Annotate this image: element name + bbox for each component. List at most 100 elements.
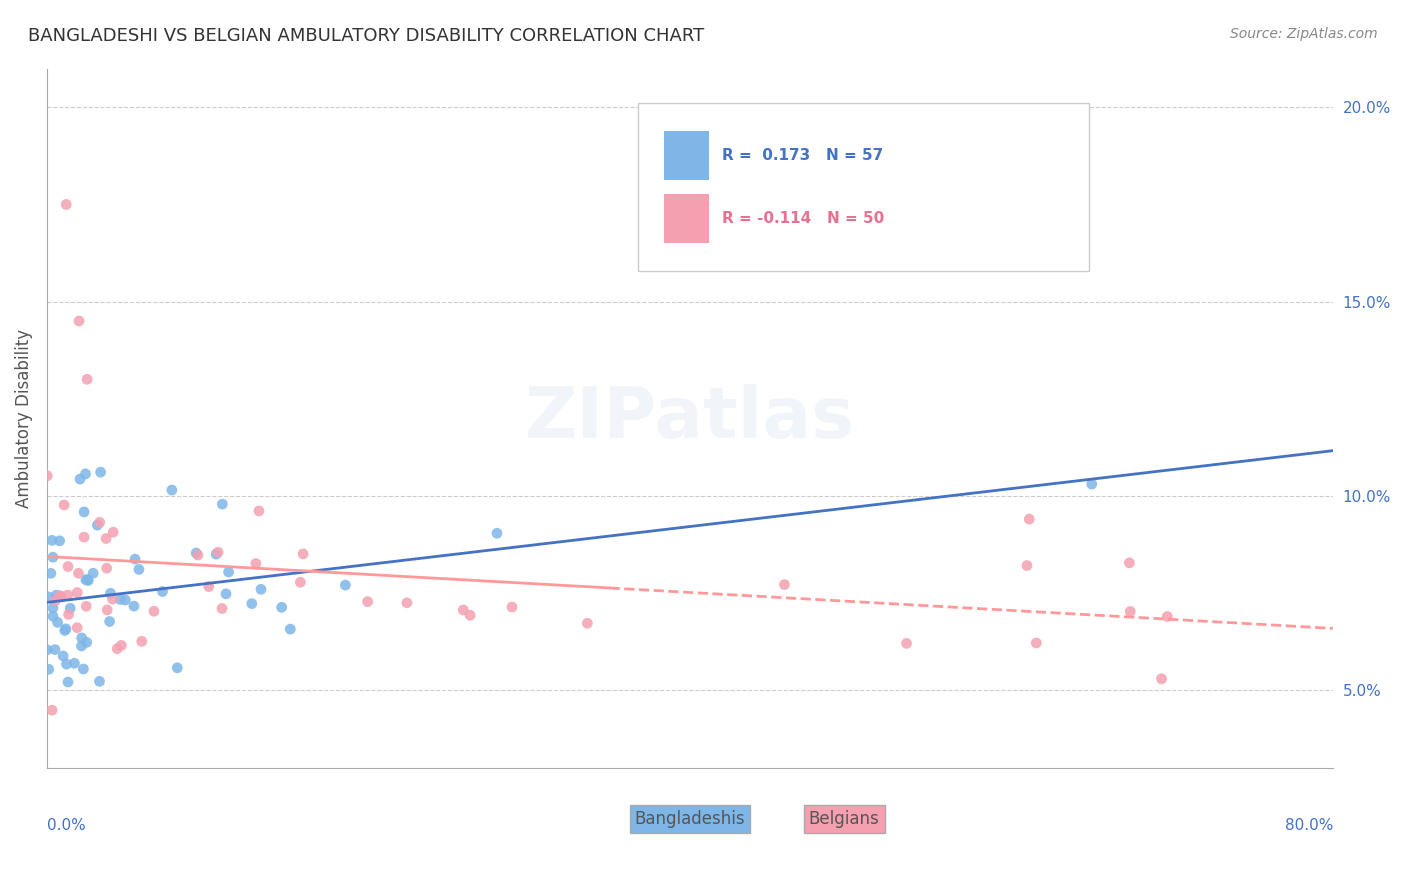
Point xyxy=(335,578,357,592)
Point xyxy=(42,550,65,565)
Point xyxy=(773,577,796,591)
Point xyxy=(55,622,77,636)
Point xyxy=(56,588,79,602)
Point xyxy=(207,545,229,559)
FancyBboxPatch shape xyxy=(638,103,1088,271)
Point xyxy=(42,609,65,624)
Point xyxy=(197,580,219,594)
Point xyxy=(1156,609,1178,624)
Point xyxy=(75,573,97,587)
Point xyxy=(53,498,76,512)
Point xyxy=(110,639,132,653)
Point xyxy=(211,497,233,511)
Point xyxy=(245,557,267,571)
Text: Bangladeshis: Bangladeshis xyxy=(634,810,745,828)
Point xyxy=(458,608,481,623)
Point xyxy=(37,468,59,483)
Point xyxy=(1118,556,1140,570)
Point xyxy=(166,661,188,675)
Point xyxy=(67,566,90,581)
Point xyxy=(101,592,124,607)
Point xyxy=(94,532,117,546)
Point xyxy=(41,533,63,548)
Point xyxy=(205,547,228,561)
Point xyxy=(35,642,58,657)
Text: R = -0.114   N = 50: R = -0.114 N = 50 xyxy=(723,211,884,227)
Point xyxy=(53,624,76,638)
Point xyxy=(46,615,69,630)
Point xyxy=(250,582,273,597)
Point xyxy=(1081,477,1104,491)
Point xyxy=(122,599,145,614)
Point xyxy=(63,657,86,671)
Point xyxy=(89,516,111,530)
Text: R =  0.173   N = 57: R = 0.173 N = 57 xyxy=(723,148,883,163)
Point xyxy=(70,631,93,645)
Text: BANGLADESHI VS BELGIAN AMBULATORY DISABILITY CORRELATION CHART: BANGLADESHI VS BELGIAN AMBULATORY DISABI… xyxy=(28,27,704,45)
Point xyxy=(89,674,111,689)
Point xyxy=(49,589,72,603)
Point xyxy=(37,590,59,604)
Point xyxy=(41,703,63,717)
Point xyxy=(86,518,108,533)
Point xyxy=(501,600,523,615)
Point xyxy=(453,603,475,617)
Point xyxy=(1150,672,1173,686)
Point xyxy=(211,601,233,615)
Point xyxy=(73,505,96,519)
FancyBboxPatch shape xyxy=(664,131,709,180)
Point xyxy=(1119,604,1142,618)
Point xyxy=(215,587,238,601)
Point xyxy=(96,561,118,575)
Point xyxy=(77,574,100,588)
Point xyxy=(56,559,79,574)
Point xyxy=(52,648,75,663)
Point xyxy=(49,590,72,604)
Point xyxy=(218,565,240,579)
Point xyxy=(72,662,94,676)
Point xyxy=(1015,558,1038,573)
Point xyxy=(356,594,378,608)
Point xyxy=(160,483,183,497)
FancyBboxPatch shape xyxy=(664,194,709,244)
Point xyxy=(73,530,96,544)
Point xyxy=(240,597,263,611)
Point xyxy=(98,615,121,629)
Point xyxy=(576,616,599,631)
Point xyxy=(66,585,89,599)
Point xyxy=(395,596,418,610)
Text: 0.0%: 0.0% xyxy=(46,818,86,833)
Point xyxy=(44,642,66,657)
Point xyxy=(278,622,301,636)
Point xyxy=(96,603,118,617)
Y-axis label: Ambulatory Disability: Ambulatory Disability xyxy=(15,328,32,508)
Point xyxy=(66,621,89,635)
Point xyxy=(124,552,146,566)
Point xyxy=(76,635,98,649)
Text: Belgians: Belgians xyxy=(808,810,880,828)
Point xyxy=(48,533,70,548)
Point xyxy=(103,525,125,540)
Point xyxy=(131,634,153,648)
Point xyxy=(152,584,174,599)
Point xyxy=(896,636,918,650)
Point xyxy=(105,641,128,656)
Text: Source: ZipAtlas.com: Source: ZipAtlas.com xyxy=(1230,27,1378,41)
Point xyxy=(55,657,77,672)
Point xyxy=(44,593,66,607)
Point xyxy=(55,197,77,211)
Point xyxy=(45,588,67,602)
Point xyxy=(247,504,270,518)
Point xyxy=(270,600,292,615)
Point xyxy=(56,675,79,690)
Point xyxy=(58,607,80,622)
Point xyxy=(110,592,132,607)
Point xyxy=(90,465,112,479)
Point xyxy=(100,586,122,600)
Text: ZIPatlas: ZIPatlas xyxy=(524,384,855,452)
Point xyxy=(76,372,98,386)
Point xyxy=(67,314,90,328)
Point xyxy=(485,526,508,541)
Point xyxy=(128,562,150,576)
Point xyxy=(82,566,104,581)
